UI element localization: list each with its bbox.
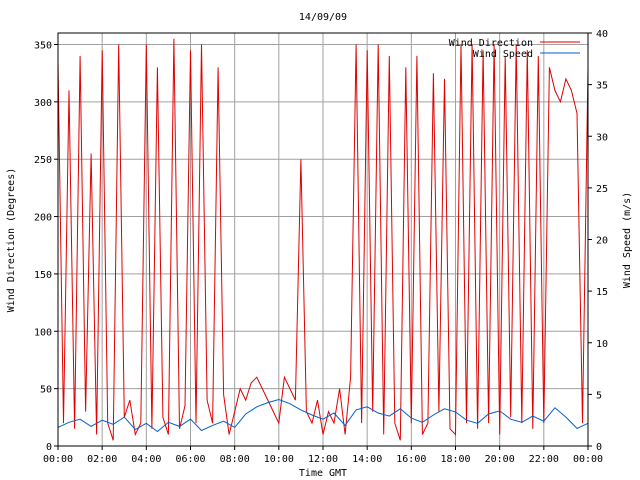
y-right-tick-label: 40	[596, 29, 608, 40]
y-right-tick-label: 25	[596, 184, 608, 195]
chart-title: 14/09/09	[299, 12, 347, 23]
axis-ticks: 00:00 02:00 04:00 06:00 08:00 10:00 12:00 14:00…	[34, 29, 608, 465]
series-line-wind-direction	[57, 38, 589, 441]
legend-label-wind-speed: Wind Speed	[473, 49, 533, 60]
legend: Wind Direction Wind Speed	[449, 38, 580, 60]
y-left-tick-label: 50	[40, 385, 52, 396]
y-right-tick-label: 10	[596, 339, 608, 350]
y-axis-right-label: Wind Speed (m/s)	[622, 192, 633, 288]
y-left-tick-label: 0	[46, 442, 52, 453]
y-left-tick-label: 350	[34, 40, 52, 51]
y-axis-left-label: Wind Direction (Degrees)	[6, 168, 17, 313]
x-tick-label: 00:00	[43, 454, 73, 465]
x-tick-label: 02:00	[87, 454, 117, 465]
y-left-tick-label: 300	[34, 98, 52, 109]
series-layer	[57, 38, 589, 441]
x-tick-label: 08:00	[220, 454, 250, 465]
y-left-tick-label: 200	[34, 213, 52, 224]
x-tick-label: 22:00	[529, 454, 559, 465]
x-tick-label: 18:00	[440, 454, 470, 465]
y-right-tick-label: 0	[596, 442, 602, 453]
y-right-tick-label: 5	[596, 390, 602, 401]
y-right-tick-label: 15	[596, 287, 608, 298]
x-tick-label: 04:00	[131, 454, 161, 465]
y-left-tick-label: 250	[34, 155, 52, 166]
x-tick-label: 12:00	[308, 454, 338, 465]
x-tick-label: 06:00	[175, 454, 205, 465]
y-left-tick-label: 100	[34, 327, 52, 338]
series-line-wind-speed	[57, 398, 589, 433]
y-right-tick-label: 30	[596, 132, 608, 143]
legend-label-wind-direction: Wind Direction	[449, 38, 533, 49]
x-tick-label: 16:00	[396, 454, 426, 465]
x-tick-label: 00:00	[573, 454, 603, 465]
y-left-tick-label: 150	[34, 270, 52, 281]
x-axis-label: Time GMT	[299, 468, 347, 479]
y-right-tick-label: 35	[596, 81, 608, 92]
grid-lines	[58, 33, 588, 446]
y-right-tick-label: 20	[596, 236, 608, 247]
x-tick-label: 14:00	[352, 454, 382, 465]
x-tick-label: 10:00	[264, 454, 294, 465]
x-tick-label: 20:00	[485, 454, 515, 465]
